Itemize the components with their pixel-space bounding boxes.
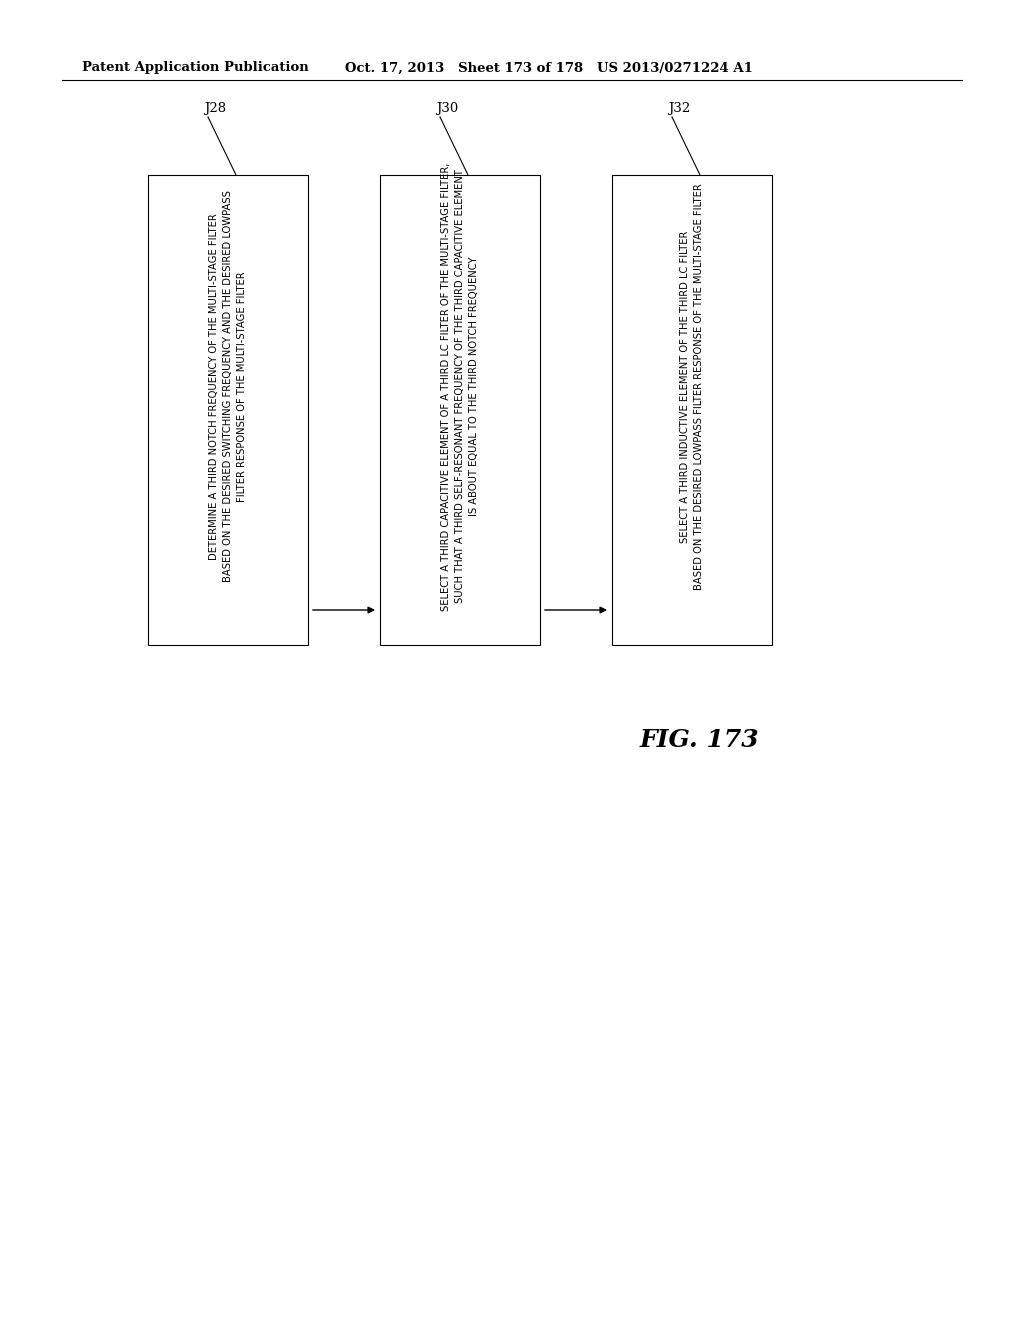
Text: SELECT A THIRD INDUCTIVE ELEMENT OF THE THIRD LC FILTER
BASED ON THE DESIRED LOW: SELECT A THIRD INDUCTIVE ELEMENT OF THE … xyxy=(680,183,705,590)
Text: Patent Application Publication: Patent Application Publication xyxy=(82,62,309,74)
Bar xyxy=(148,176,308,645)
Text: J32: J32 xyxy=(668,102,690,115)
Text: SELECT A THIRD CAPACITIVE ELEMENT OF A THIRD LC FILTER OF THE MULTI-STAGE FILTER: SELECT A THIRD CAPACITIVE ELEMENT OF A T… xyxy=(441,162,479,611)
Text: Oct. 17, 2013   Sheet 173 of 178   US 2013/0271224 A1: Oct. 17, 2013 Sheet 173 of 178 US 2013/0… xyxy=(345,62,753,74)
Text: FIG. 173: FIG. 173 xyxy=(640,729,760,752)
Text: J28: J28 xyxy=(204,102,226,115)
Text: DETERMINE A THIRD NOTCH FREQUENCY OF THE MULTI-STAGE FILTER
BASED ON THE DESIRED: DETERMINE A THIRD NOTCH FREQUENCY OF THE… xyxy=(209,190,247,582)
Bar xyxy=(612,176,772,645)
Text: J30: J30 xyxy=(436,102,459,115)
Bar xyxy=(380,176,540,645)
